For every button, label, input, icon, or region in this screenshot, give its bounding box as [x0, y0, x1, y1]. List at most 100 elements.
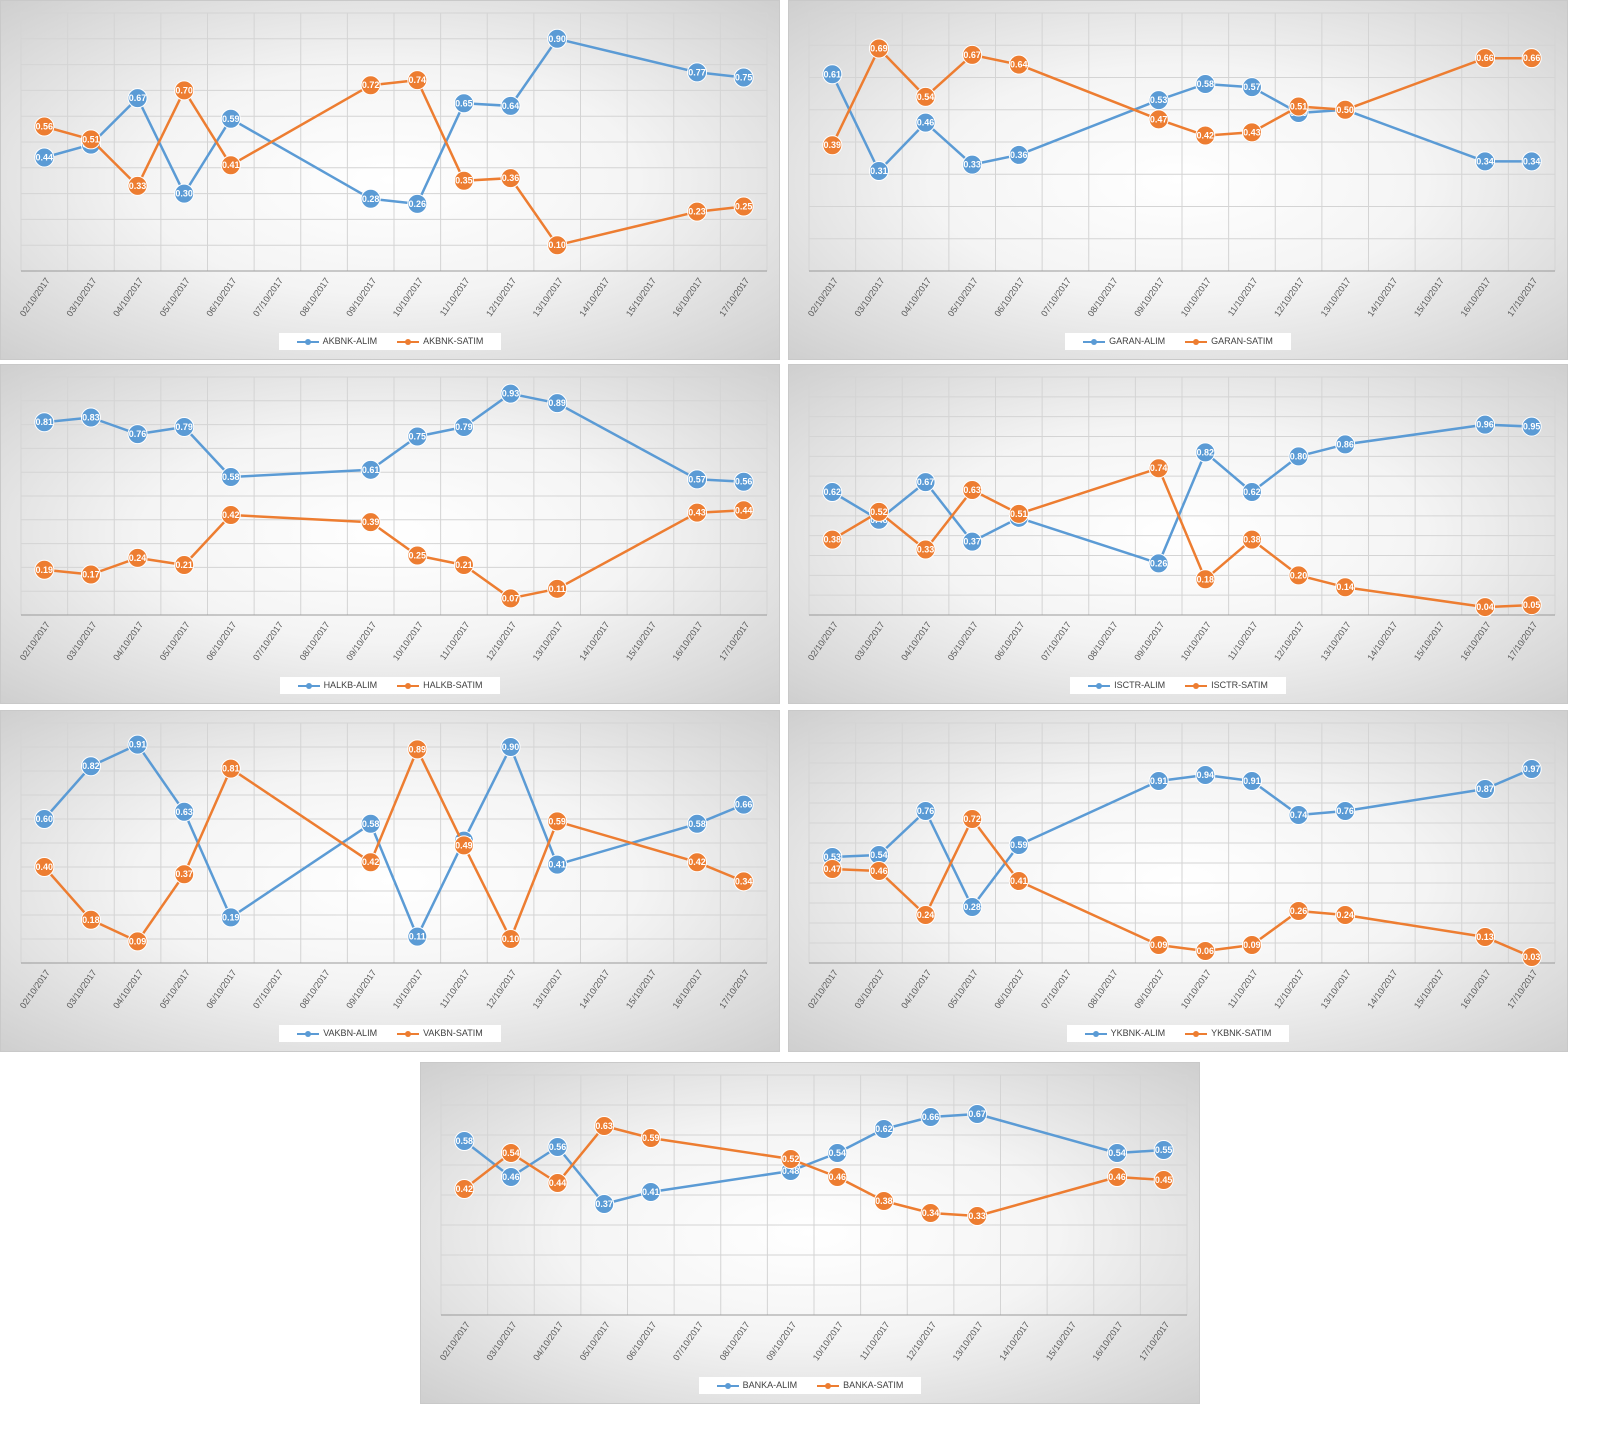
data-point [547, 811, 568, 832]
data-point [547, 393, 568, 414]
data-label: 0.25 [735, 202, 753, 212]
data-point [360, 813, 381, 834]
data-label: 0.96 [1476, 420, 1494, 430]
legend-item: BANKA-SATIM [817, 1380, 903, 1391]
x-tick-label: 04/10/2017 [899, 620, 933, 663]
data-point [547, 1137, 568, 1157]
data-label: 0.79 [175, 422, 193, 432]
legend-item: AKBNK-ALIM [296, 336, 378, 347]
data-point [407, 739, 428, 760]
data-point [360, 459, 381, 480]
x-tick-label: 13/10/2017 [531, 968, 565, 1011]
data-point [1521, 151, 1542, 172]
data-label: 0.66 [1476, 53, 1494, 63]
legend-item: HALKB-ALIM [297, 680, 378, 691]
data-label: 0.54 [870, 850, 888, 860]
data-label: 0.14 [1336, 582, 1354, 592]
x-tick-label: 12/10/2017 [484, 620, 518, 663]
data-point [962, 897, 983, 917]
data-point [127, 931, 148, 952]
data-label: 0.28 [362, 194, 380, 204]
legend-label: HALKB-SATIM [423, 680, 483, 690]
legend-box: VAKBN-ALIM VAKBN-SATIM [279, 1025, 501, 1042]
x-tick-label: 03/10/2017 [852, 620, 886, 663]
x-tick-label: 11/10/2017 [1226, 276, 1260, 318]
data-point [454, 1131, 475, 1151]
data-point [1241, 482, 1262, 503]
x-tick-label: 11/10/2017 [1226, 968, 1260, 1010]
chart-panel-garan: 02/10/2017 03/10/2017 04/10/2017 05/10/2017… [788, 0, 1568, 360]
legend-marker-icon [1185, 1029, 1208, 1039]
series-halkb-satim: 0.19 0.17 0.24 0.21 0.42 0.39 0.25 0.21 0.07 0.11… [34, 500, 754, 609]
data-label: 0.23 [688, 207, 706, 217]
data-point [34, 857, 55, 877]
data-point [1475, 597, 1496, 618]
legend-label: AKBNK-ALIM [322, 336, 378, 346]
data-label: 0.41 [642, 1187, 660, 1197]
x-tick-label: 11/10/2017 [438, 968, 472, 1010]
data-label: 0.33 [917, 545, 935, 555]
data-point [220, 758, 241, 779]
chart-svg: 02/10/2017 03/10/2017 04/10/2017 05/10/2017… [18, 12, 768, 319]
data-label: 0.52 [870, 507, 888, 517]
data-point [1008, 54, 1029, 75]
data-label: 0.06 [1197, 946, 1215, 956]
data-point [1148, 553, 1169, 574]
x-tick-label: 03/10/2017 [852, 968, 886, 1011]
data-point [827, 1143, 848, 1163]
data-point [454, 1179, 475, 1199]
data-label: 0.43 [1243, 127, 1261, 137]
data-label: 0.72 [362, 80, 380, 90]
data-point [1241, 771, 1262, 791]
x-tick-label: 17/10/2017 [1137, 1320, 1171, 1363]
data-point [1521, 416, 1542, 437]
x-tick-label: 09/10/2017 [344, 968, 378, 1011]
legend-label: HALKB-ALIM [323, 680, 378, 690]
data-point [360, 188, 381, 209]
data-label: 0.57 [688, 474, 706, 484]
x-tick-label: 17/10/2017 [1505, 620, 1539, 663]
x-tick-label: 09/10/2017 [344, 276, 378, 319]
data-point [34, 559, 55, 580]
data-point [174, 80, 195, 101]
data-point [220, 466, 241, 487]
data-label: 0.34 [735, 876, 753, 886]
data-label: 0.54 [829, 1148, 847, 1158]
x-tick-label: 17/10/2017 [717, 968, 751, 1011]
legend-box: HALKB-ALIM HALKB-SATIM [279, 677, 501, 694]
x-tick-label: 14/10/2017 [577, 968, 611, 1011]
data-label: 0.97 [1523, 764, 1541, 774]
data-label: 0.60 [36, 814, 54, 824]
data-point [1008, 144, 1029, 165]
data-label: 0.36 [502, 173, 520, 183]
x-tick-label: 13/10/2017 [1319, 620, 1353, 663]
data-point [453, 835, 474, 856]
data-point [453, 170, 474, 191]
data-label: 0.91 [129, 740, 147, 750]
chart-legend: AKBNK-ALIM AKBNK-SATIM [1, 333, 779, 350]
x-tick-label: 13/10/2017 [531, 276, 565, 319]
data-label: 0.17 [82, 570, 100, 580]
data-label: 0.59 [642, 1133, 660, 1143]
grid [808, 376, 1556, 616]
data-point [687, 201, 708, 222]
legend-label: VAKBN-ALIM [323, 1028, 378, 1038]
data-label: 0.61 [824, 69, 842, 79]
legend-marker-icon [1185, 337, 1208, 347]
data-point [1241, 122, 1262, 143]
x-tick-label: 11/10/2017 [1226, 620, 1260, 662]
x-tick-label: 16/10/2017 [1091, 1320, 1125, 1363]
data-label: 0.51 [82, 134, 100, 144]
x-tick-label: 16/10/2017 [671, 620, 705, 663]
series-vakbn-satim: 0.40 0.18 0.09 0.37 0.81 0.42 0.89 0.49 0.10 0.59… [34, 739, 754, 952]
x-tick-label: 12/10/2017 [1272, 276, 1306, 319]
series-line [43, 78, 744, 247]
legend-item: YKBNK-SATIM [1185, 1028, 1271, 1039]
x-tick-label: 07/10/2017 [1039, 276, 1073, 319]
data-label: 0.64 [1010, 60, 1028, 70]
legend-label: ISCTR-SATIM [1211, 680, 1268, 690]
legend-marker-icon [296, 337, 319, 347]
chart-svg: 02/10/2017 03/10/2017 04/10/2017 05/10/2017… [806, 376, 1556, 663]
x-tick-label: 11/10/2017 [438, 620, 472, 662]
legend-item: ISCTR-ALIM [1088, 680, 1165, 691]
